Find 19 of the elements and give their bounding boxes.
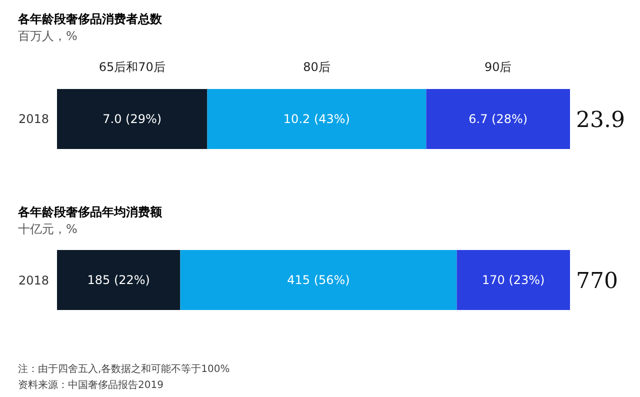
data-label: 170 (23%) xyxy=(482,273,545,287)
text: 注：由于四舍五入,各数据之和可能不等于100% xyxy=(17,362,231,376)
data-label: 10.2 (43%) xyxy=(283,112,350,126)
series-label: 80后 xyxy=(303,60,330,74)
total-label: 770 xyxy=(576,269,618,294)
data-label: 415 (56%) xyxy=(287,273,350,287)
chart-title: 各年龄段奢侈品消费者总数 xyxy=(17,11,163,28)
series-label: 90后 xyxy=(484,60,512,74)
text: 资料来源：中国奢侈品报告2019 xyxy=(17,378,164,392)
chart-title: 各年龄段奢侈品年均消费额 xyxy=(17,204,163,221)
y-tick-label: 2018 xyxy=(18,273,49,288)
chart-subtitle: 十亿元，% xyxy=(17,221,78,238)
total-label: 23.9 xyxy=(576,108,625,133)
data-label: 6.7 (28%) xyxy=(468,112,528,126)
y-tick-label: 2018 xyxy=(18,112,49,126)
data-label: 7.0 (29%) xyxy=(102,112,162,126)
data-label: 185 (22%) xyxy=(87,273,150,287)
chart-subtitle: 百万人，% xyxy=(17,28,78,45)
series-label: 65后和70后 xyxy=(98,60,166,74)
